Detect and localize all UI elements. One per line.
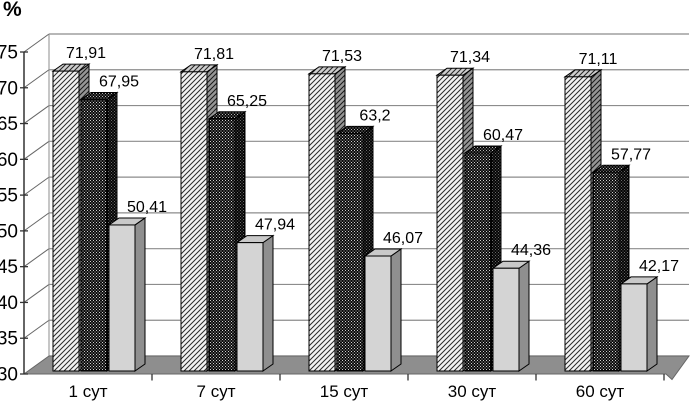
bar-value-label: 71,11 [579, 51, 618, 68]
bar-front-face [236, 242, 264, 372]
bar-front-face [108, 224, 136, 372]
bar-value-label: 47,94 [255, 217, 295, 234]
y-axis-tick-label: 35 [0, 329, 18, 350]
gridline-connector [23, 212, 50, 232]
bar-value-label: 71,91 [66, 45, 106, 62]
bar-value-label: 63,2 [359, 107, 390, 124]
x-axis-category-label: 15 сут [320, 382, 369, 401]
bar-value-label: 71,81 [194, 46, 234, 63]
bar-top-shade [209, 111, 245, 119]
bar-top-shade [337, 126, 373, 134]
bar-front-face [208, 118, 236, 372]
bar-front-face [364, 255, 392, 372]
bar-value-label: 57,77 [611, 146, 651, 163]
bar-top-shade [565, 69, 601, 77]
bar-top-shade [593, 165, 629, 173]
bar-side-face [134, 216, 146, 372]
gridline-connector [23, 319, 50, 339]
bar-top-shade [437, 68, 473, 76]
bar-front-face [592, 171, 620, 372]
x-axis-category-label: 60 сут [576, 382, 625, 401]
bar-side-face [262, 234, 274, 372]
y-axis-tick-label: 50 [0, 221, 18, 242]
gridline-connector [23, 248, 50, 268]
bar-value-label: 71,53 [322, 48, 362, 65]
bar-value-label: 67,95 [99, 73, 139, 90]
bar-value-label: 71,34 [450, 49, 490, 66]
bar-front-face [52, 70, 80, 372]
bar-front-face [308, 73, 336, 372]
bar-top-shade [81, 92, 117, 100]
bar-value-label: 50,41 [127, 199, 167, 216]
gridline-connector [23, 33, 50, 53]
bar-front-face [464, 152, 492, 372]
bar-value-label: 60,47 [483, 127, 523, 144]
bar-front-face [564, 76, 592, 372]
bar-front-face [620, 283, 648, 372]
x-axis-category-label: 1 сут [69, 382, 108, 401]
bar-side-face [518, 260, 530, 372]
gridline-connector [23, 176, 50, 196]
bar-value-label: 44,36 [511, 242, 551, 259]
bar-top-shade [465, 145, 501, 153]
y-axis-tick-label: 75 [0, 43, 18, 64]
bar-value-label: 42,17 [639, 258, 679, 275]
bar-top-shade [309, 66, 345, 74]
bar-front-face [180, 71, 208, 372]
y-axis-tick-label: 60 [0, 150, 18, 171]
bar-front-face [492, 267, 520, 372]
bar-side-face [390, 248, 402, 372]
gridline-connector [23, 284, 50, 303]
bar-value-label: 65,25 [227, 93, 267, 110]
y-axis-tick-label: 70 [0, 78, 18, 99]
x-axis-category-label: 30 сут [448, 382, 497, 401]
gridline-connector [23, 105, 50, 124]
bar-front-face [436, 74, 464, 372]
bar-front-face [80, 98, 108, 372]
y-axis-tick-label: 45 [0, 257, 18, 278]
gridline-connector [23, 69, 50, 89]
bar-top-shade [181, 64, 217, 72]
bar-side-face [646, 275, 658, 372]
y-axis-tick-label: 40 [0, 293, 18, 314]
y-axis-tick-label: 55 [0, 186, 18, 207]
y-axis-unit-label: % [3, 0, 22, 21]
x-axis-category-label: 7 сут [197, 382, 236, 401]
bar-top-shade [53, 64, 89, 72]
bar-value-label: 46,07 [383, 230, 423, 247]
y-axis-tick-label: 65 [0, 114, 18, 135]
bar-front-face [336, 132, 364, 372]
y-axis-tick-label: 30 [0, 365, 18, 386]
gridline-connector [23, 140, 50, 160]
